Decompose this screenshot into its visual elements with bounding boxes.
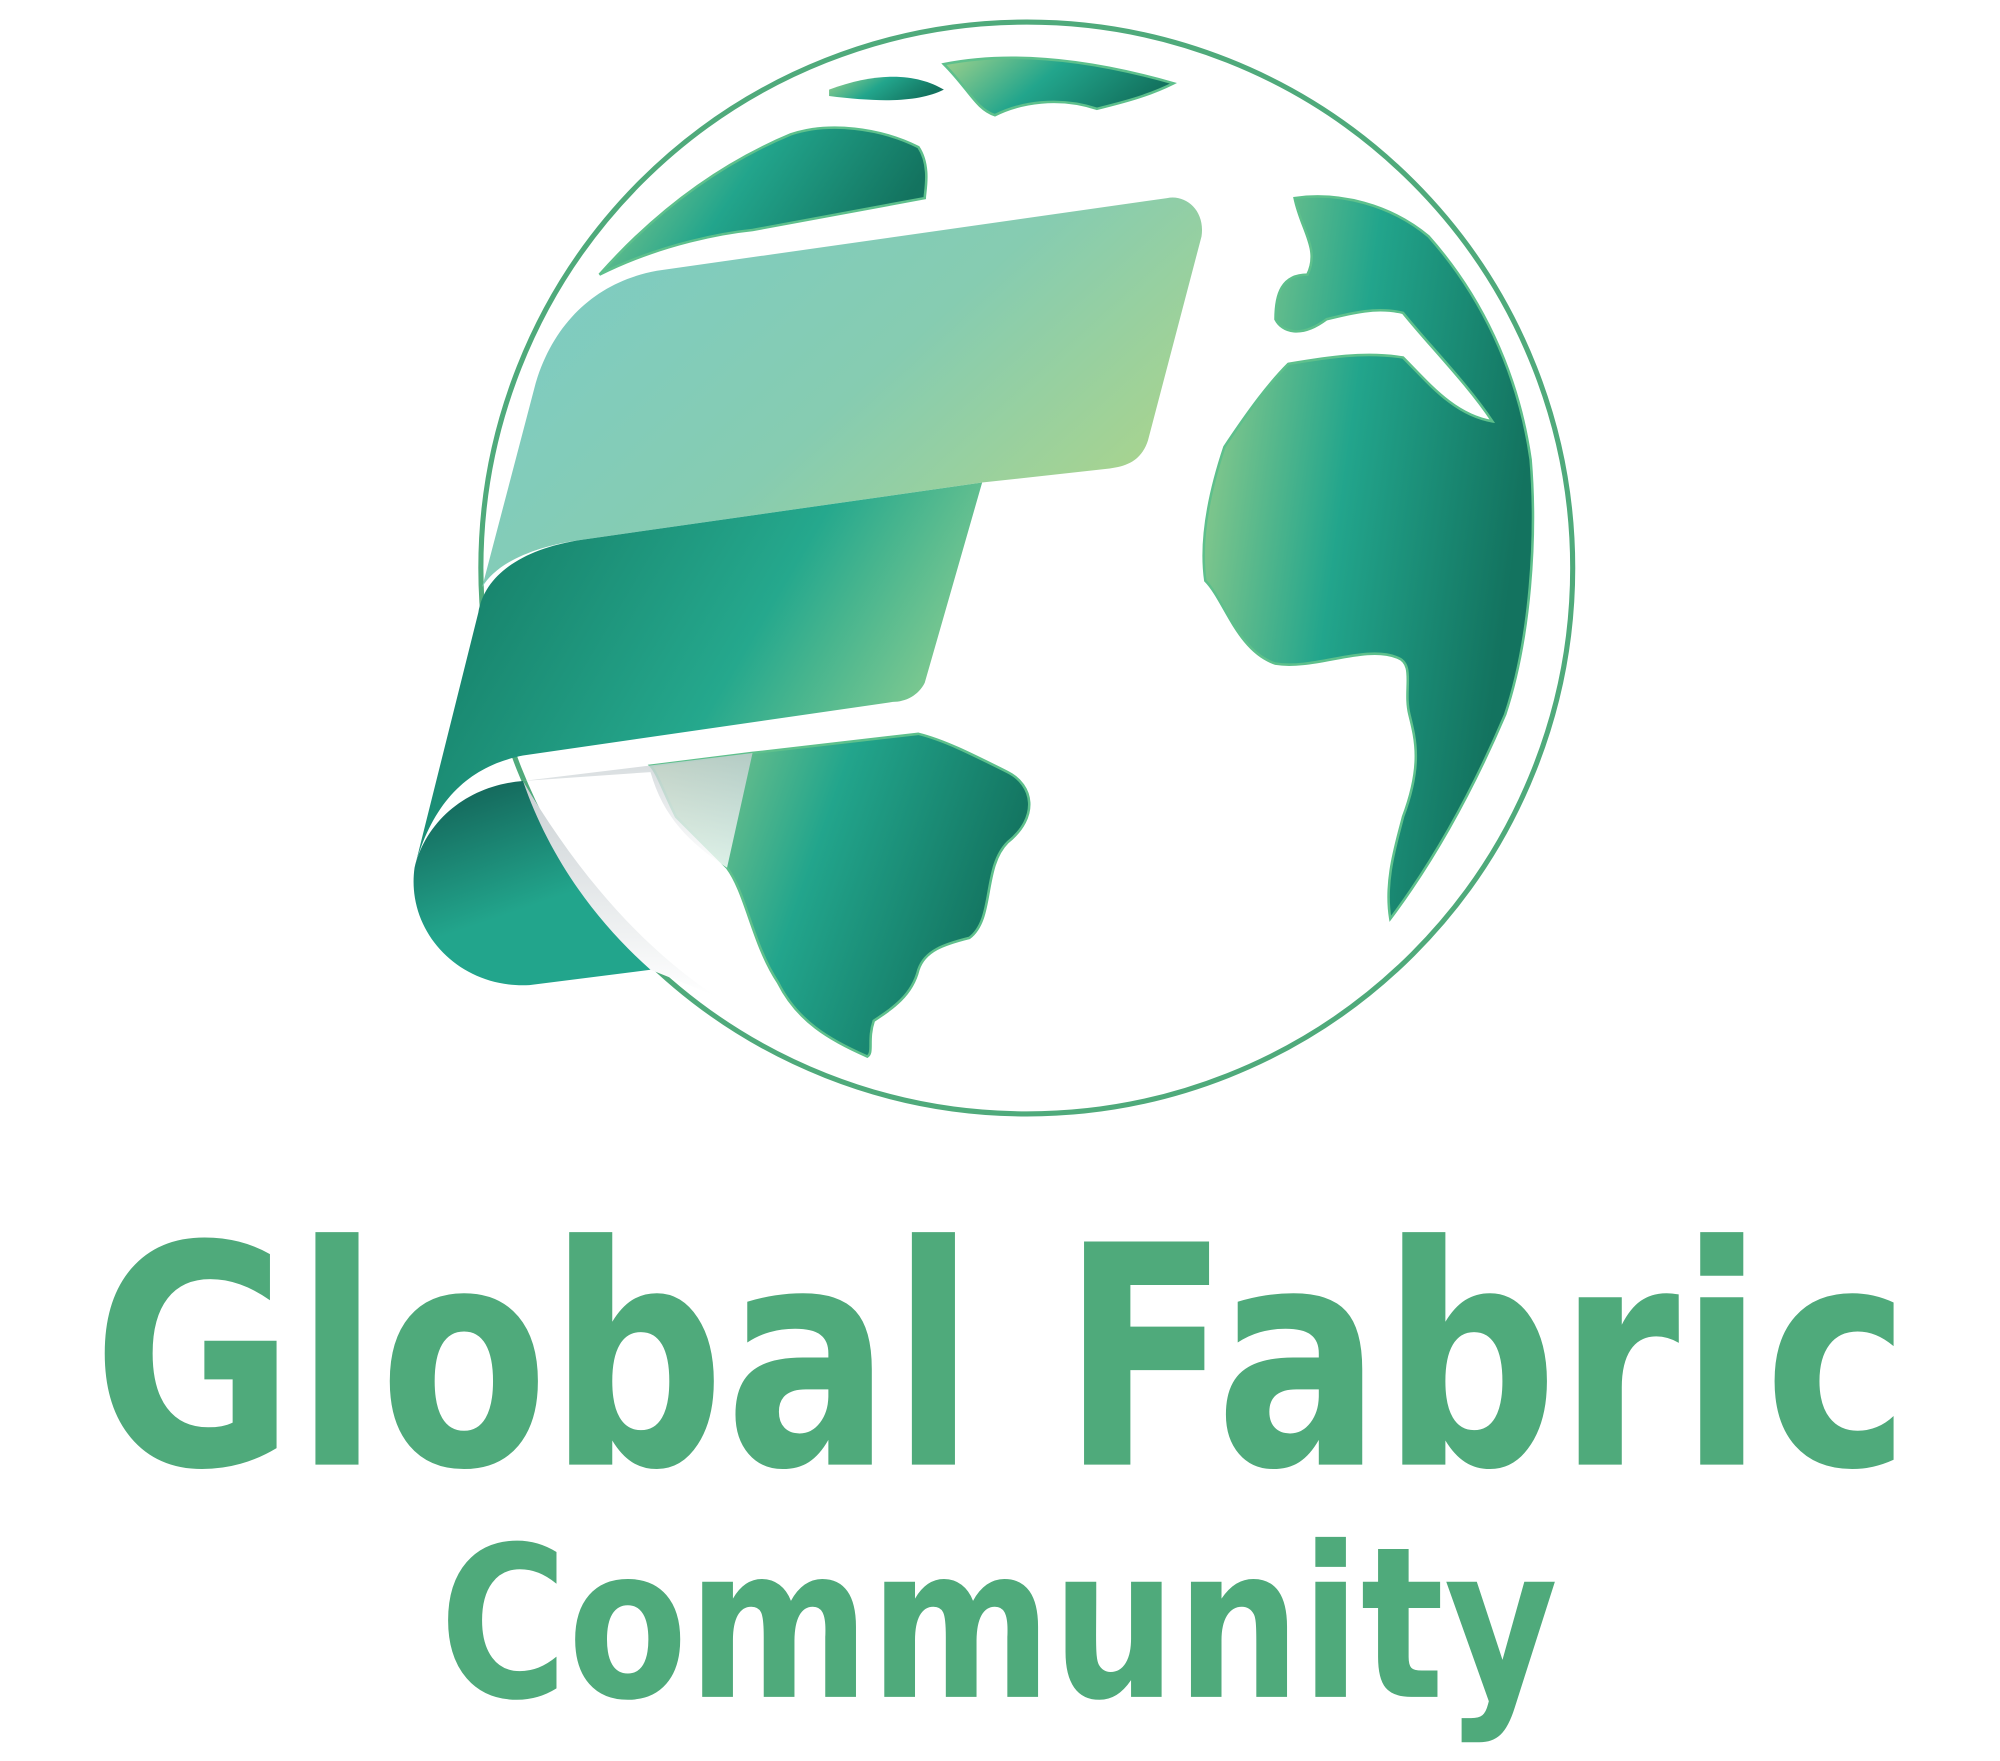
ribbon-middle	[414, 482, 983, 868]
ribbon-bottom	[413, 781, 651, 986]
globe-outline	[478, 19, 1576, 1117]
greenland	[941, 56, 1177, 117]
logo-subtitle: Community	[439, 1502, 1558, 1747]
ribbon-top	[482, 197, 1203, 588]
shadow	[522, 752, 753, 868]
europe-africa	[1202, 195, 1535, 922]
island	[829, 76, 944, 101]
north-america-top	[598, 126, 928, 276]
globe	[478, 19, 1576, 1117]
logo-title: Global Fabric	[92, 1182, 1910, 1538]
ribbon	[413, 197, 1203, 986]
